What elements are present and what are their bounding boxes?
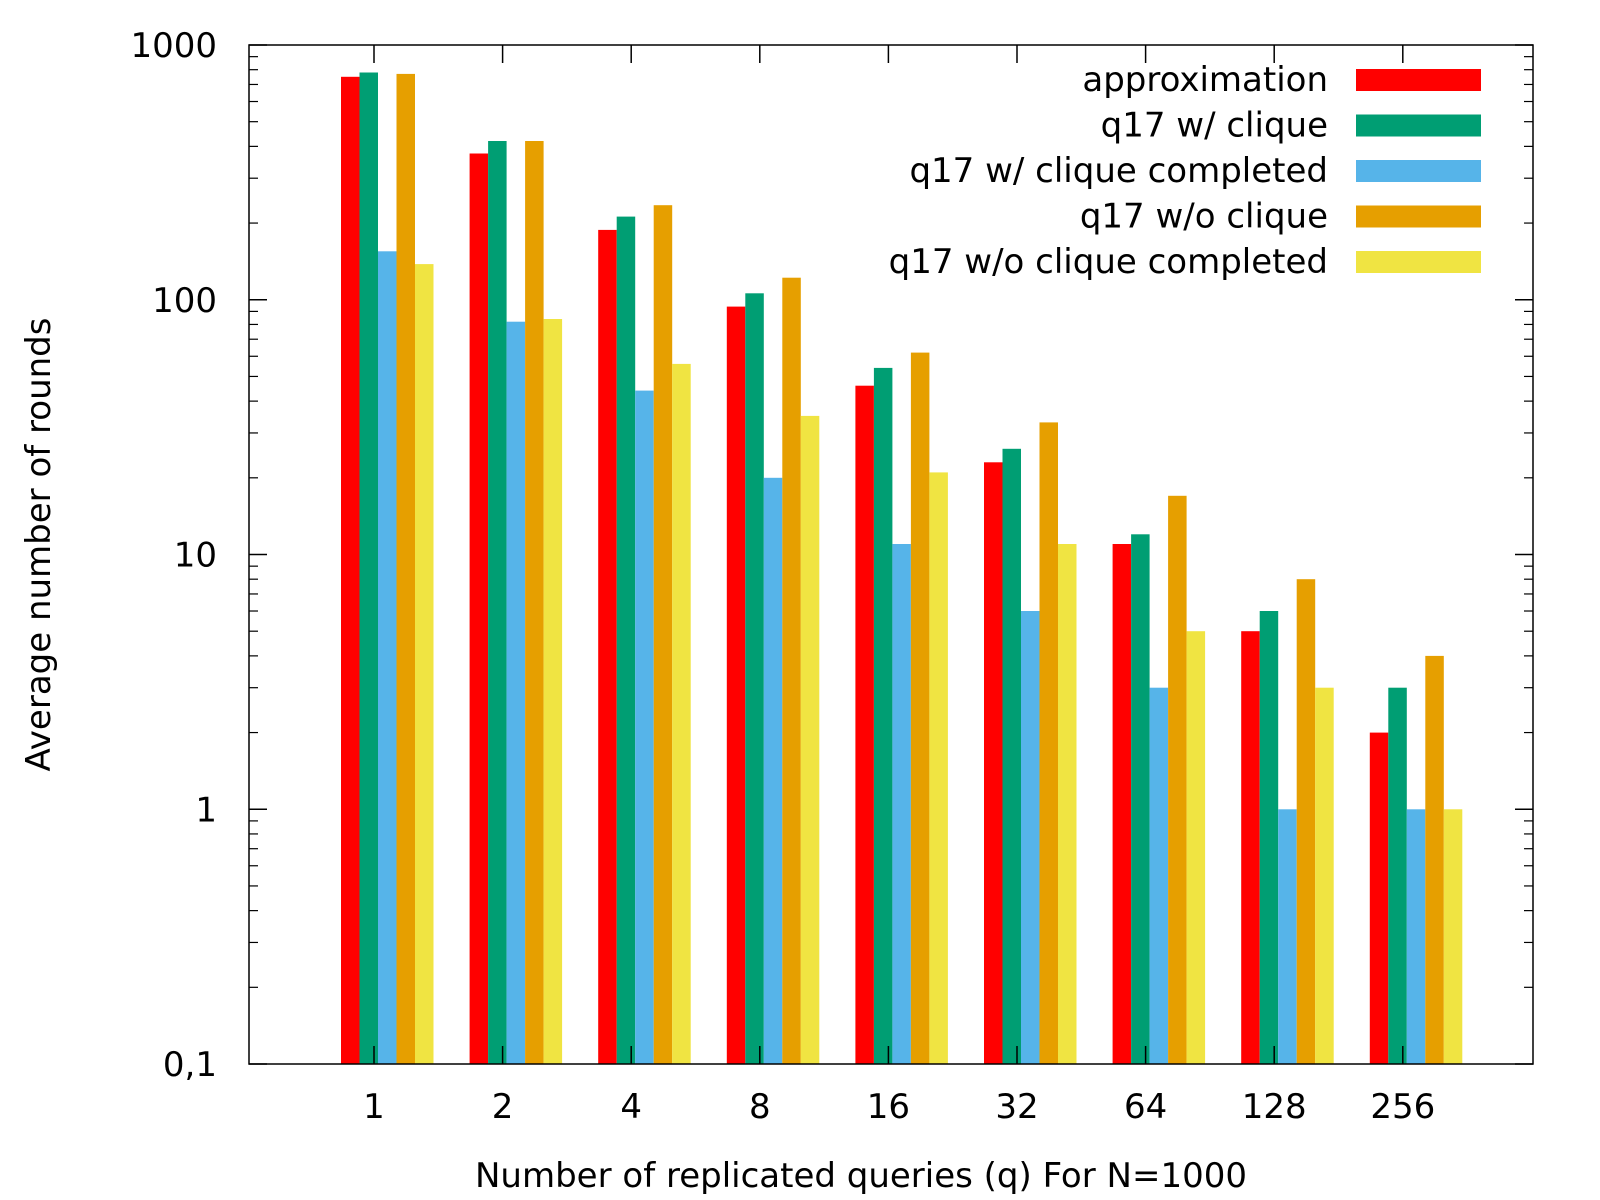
y-tick-label: 1000 [130, 26, 217, 66]
legend: approximation q17 w/ clique q17 w/ clique … [889, 60, 1481, 282]
bar-q17-w-o-clique-completed-32 [1058, 544, 1077, 1064]
bar-q17-w-clique-8 [745, 293, 764, 1064]
x-tick-label: 1 [363, 1087, 385, 1127]
bar-approximation-16 [855, 385, 874, 1064]
y-axis-title: Average number of rounds [19, 318, 59, 772]
bar-q17-w-o-clique-completed-4 [672, 363, 691, 1064]
legend-swatch [1356, 251, 1481, 273]
labels-layer: 0,1 1 10 100 1000 1 2 4 8 16 32 64 128 256 [130, 26, 1435, 1127]
bar-q17-w-clique-completed-256 [1406, 809, 1426, 1065]
bar-q17-w-o-clique-completed-256 [1443, 809, 1463, 1065]
bar-q17-w-o-clique-completed-2 [543, 319, 563, 1064]
bar-approximation-1 [341, 76, 360, 1065]
legend-label: q17 w/ clique completed [909, 151, 1328, 191]
x-tick-label: 8 [749, 1087, 771, 1127]
bar-q17-w-o-clique-256 [1425, 655, 1444, 1064]
bar-approximation-2 [469, 153, 489, 1064]
x-tick-label: 64 [1124, 1087, 1167, 1127]
bar-q17-w-clique-completed-4 [635, 390, 654, 1065]
y-tick-label: 1 [195, 790, 217, 830]
bar-q17-w-clique-128 [1259, 611, 1279, 1064]
legend-label: q17 w/o clique [1080, 197, 1328, 237]
bar-q17-w-o-clique-16 [910, 352, 930, 1065]
bar-q17-w-o-clique-completed-64 [1186, 631, 1206, 1064]
bar-q17-w-o-clique-completed-16 [929, 472, 948, 1064]
bars-layer [341, 72, 1463, 1065]
y-tick-label: 10 [174, 536, 217, 576]
bar-approximation-4 [598, 229, 617, 1064]
bar-q17-w-o-clique-128 [1296, 579, 1316, 1064]
bar-approximation-8 [726, 306, 746, 1065]
legend-swatch [1356, 69, 1481, 91]
bar-q17-w-clique-completed-1 [378, 251, 397, 1065]
bar-q17-w-clique-completed-32 [1021, 611, 1040, 1064]
bar-q17-w-o-clique-8 [782, 277, 801, 1064]
bar-q17-w-o-clique-1 [396, 73, 415, 1064]
bar-q17-w-clique-completed-8 [763, 477, 783, 1064]
bar-q17-w-o-clique-64 [1168, 495, 1187, 1064]
bar-q17-w-o-clique-32 [1039, 422, 1058, 1064]
bar-approximation-64 [1112, 544, 1132, 1064]
x-axis-title: Number of replicated queries (q) For N=1… [475, 1156, 1247, 1196]
legend-swatch [1356, 160, 1481, 182]
bar-q17-w-o-clique-4 [653, 205, 673, 1064]
legend-swatch [1356, 205, 1481, 228]
y-tick-label: 0,1 [163, 1045, 217, 1085]
x-tick-label: 16 [867, 1087, 910, 1127]
y-tick-label: 100 [152, 281, 217, 321]
legend-label: approximation [1082, 60, 1328, 100]
bar-q17-w-clique-64 [1131, 534, 1150, 1064]
bar-approximation-32 [984, 462, 1003, 1064]
x-tick-label: 2 [492, 1087, 514, 1127]
bar-q17-w-clique-2 [488, 141, 507, 1064]
x-tick-label: 32 [995, 1087, 1038, 1127]
bar-q17-w-o-clique-completed-128 [1315, 687, 1334, 1064]
legend-label: q17 w/ clique [1101, 106, 1328, 146]
bar-q17-w-o-clique-2 [525, 141, 544, 1064]
bar-q17-w-clique-16 [873, 367, 893, 1064]
legend-swatch [1356, 114, 1481, 137]
bar-q17-w-clique-256 [1388, 687, 1407, 1064]
bar-q17-w-clique-1 [359, 72, 378, 1064]
bar-q17-w-clique-completed-16 [892, 544, 911, 1064]
x-tick-label: 4 [620, 1087, 642, 1127]
bar-approximation-256 [1369, 732, 1389, 1064]
legend-label: q17 w/o clique completed [889, 242, 1328, 282]
bar-q17-w-o-clique-completed-8 [800, 415, 820, 1064]
bar-q17-w-o-clique-completed-1 [415, 264, 434, 1065]
bar-approximation-128 [1241, 631, 1260, 1064]
bar-q17-w-clique-completed-128 [1278, 809, 1297, 1065]
bar-q17-w-clique-32 [1002, 448, 1021, 1064]
bar-q17-w-clique-4 [616, 216, 636, 1065]
bar-q17-w-clique-completed-64 [1149, 687, 1169, 1064]
x-tick-label: 256 [1370, 1087, 1435, 1127]
x-tick-label: 128 [1242, 1087, 1307, 1127]
bar-q17-w-clique-completed-2 [506, 321, 526, 1064]
plot-frame [248, 44, 1534, 1065]
